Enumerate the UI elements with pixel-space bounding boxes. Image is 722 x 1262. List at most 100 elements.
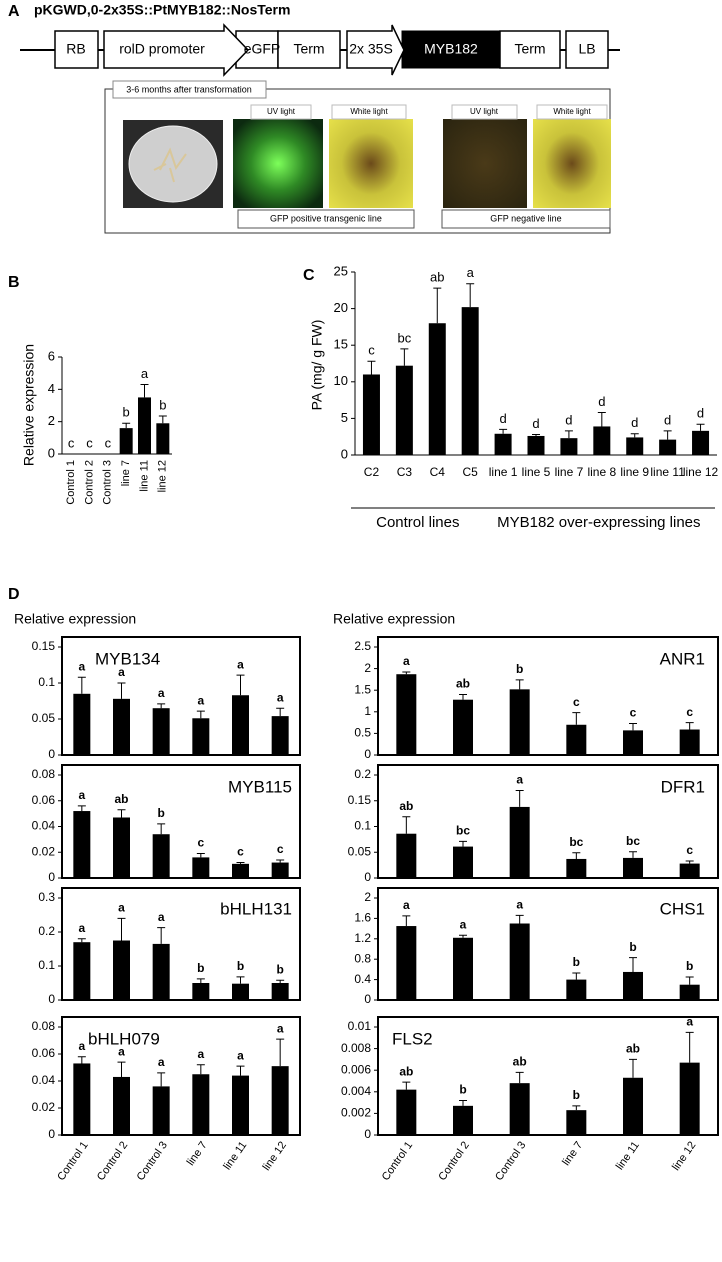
- bar: [623, 857, 643, 878]
- x-tick-label: line 11: [650, 465, 685, 479]
- y-tick-label: 0.5: [354, 726, 371, 740]
- promoter-arrow: [103, 23, 250, 77]
- y-tick-label: 0.2: [38, 924, 55, 938]
- construct-title: pKGWD,0-2x35S::PtMYB182::NosTerm: [34, 2, 290, 18]
- significance-letter: ab: [114, 792, 128, 806]
- error-bar: [572, 1105, 581, 1111]
- y-tick-label: 2: [364, 890, 371, 904]
- bar: [527, 435, 545, 455]
- significance-letter: d: [565, 412, 572, 427]
- bar: [119, 428, 133, 454]
- significance-letter: c: [630, 706, 637, 720]
- group-label: Control lines: [376, 514, 459, 531]
- significance-letter: a: [158, 1055, 165, 1069]
- bar: [73, 811, 91, 878]
- bar: [396, 833, 417, 878]
- y-tick-label: 0.08: [32, 767, 56, 781]
- inset-title: 3-6 months after transformation: [126, 84, 252, 94]
- y-tick-label: 0.15: [348, 793, 372, 807]
- photo: [443, 119, 527, 208]
- bar: [623, 730, 643, 755]
- chart-title: bHLH131: [220, 899, 292, 918]
- x-tick-label: C2: [364, 465, 380, 479]
- error-bar: [158, 415, 167, 424]
- y-tick-label: 0.15: [32, 639, 56, 653]
- x-tick-label: Control 3: [493, 1140, 528, 1183]
- error-bar: [276, 1038, 285, 1067]
- error-bar: [236, 976, 245, 984]
- chart-title: FLS2: [392, 1029, 433, 1048]
- error-bar: [685, 1031, 694, 1063]
- chart-title: DFR1: [661, 777, 705, 796]
- error-bar: [157, 823, 166, 835]
- y-tick-label: 0.05: [32, 711, 56, 725]
- error-bar: [400, 348, 409, 366]
- bar: [232, 695, 249, 755]
- bar: [593, 426, 611, 455]
- significance-letter: ab: [456, 677, 470, 691]
- bar: [509, 1083, 530, 1135]
- y-tick-label: 0.1: [38, 958, 55, 972]
- x-tick-label: line 8: [587, 465, 616, 479]
- error-bar: [117, 917, 126, 941]
- error-bar: [77, 1056, 86, 1064]
- significance-letter: a: [237, 657, 244, 671]
- panel-label: B: [8, 274, 20, 291]
- plot-frame: [61, 1016, 301, 1136]
- error-bar: [276, 707, 285, 717]
- significance-letter: d: [598, 394, 605, 409]
- error-bar: [663, 430, 672, 440]
- photo-label-box: [331, 104, 407, 120]
- error-bar: [685, 860, 694, 864]
- y-tick-label: 0.04: [32, 819, 56, 833]
- y-tick-label: 0.06: [32, 1046, 56, 1060]
- error-bar: [515, 1071, 524, 1084]
- error-bar: [597, 412, 606, 427]
- y-tick-label: 0.02: [32, 1100, 56, 1114]
- error-bar: [685, 722, 694, 730]
- element-label: RB: [66, 41, 85, 57]
- error-bar: [196, 1064, 205, 1075]
- plot-frame: [61, 764, 301, 879]
- y-tick-label: 0: [364, 1127, 371, 1141]
- bar: [362, 374, 380, 455]
- error-bar: [459, 694, 467, 700]
- significance-letter: a: [197, 693, 204, 707]
- significance-letter: c: [573, 695, 580, 709]
- error-bar: [122, 422, 131, 429]
- error-bar: [515, 789, 524, 807]
- bar: [566, 979, 587, 1000]
- error-bar: [499, 428, 508, 434]
- significance-letter: c: [105, 435, 112, 450]
- error-bar: [459, 934, 467, 938]
- y-tick-label: 0: [48, 445, 55, 460]
- y-tick-label: 2: [364, 661, 371, 675]
- significance-letter: ab: [626, 1042, 640, 1056]
- bar: [232, 1075, 249, 1135]
- error-bar: [77, 938, 86, 943]
- error-bar: [629, 1058, 637, 1078]
- significance-letter: c: [686, 705, 693, 719]
- promoter-arrow: [346, 24, 405, 76]
- x-tick-label: C3: [397, 465, 413, 479]
- element-label: LB: [578, 41, 595, 57]
- photo-label-box: [451, 104, 518, 120]
- y-tick-label: 0.002: [341, 1106, 371, 1120]
- error-bar: [459, 1099, 467, 1106]
- significance-letter: a: [277, 690, 284, 704]
- significance-letter: bc: [456, 824, 470, 838]
- bar: [453, 846, 473, 878]
- photo-label-box: [536, 104, 608, 120]
- significance-letter: a: [686, 1015, 693, 1029]
- x-tick-label: C5: [463, 465, 479, 479]
- error-bar: [140, 383, 149, 398]
- bar: [509, 923, 530, 1000]
- bar: [73, 1063, 91, 1135]
- significance-letter: c: [68, 435, 75, 450]
- y-tick-label: 0: [48, 870, 55, 884]
- x-tick-label: line 11: [138, 460, 150, 492]
- panel-label: A: [8, 3, 20, 20]
- bar: [152, 708, 170, 755]
